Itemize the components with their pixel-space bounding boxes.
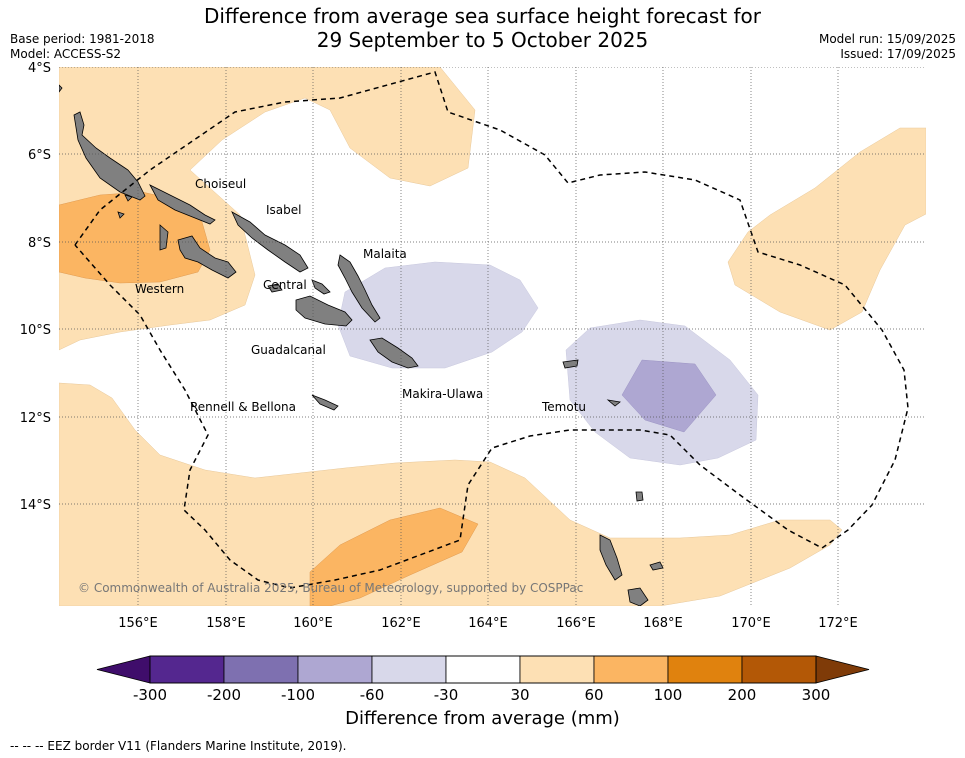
- colorbar-bin: [741, 655, 817, 684]
- label-central: Central: [263, 278, 307, 292]
- gridlines: [59, 67, 926, 606]
- anomaly-region-south-high: [309, 507, 479, 606]
- island-rennell: [311, 394, 339, 411]
- colorbar-tick: 60: [584, 686, 603, 704]
- colorbar-tick: -60: [360, 686, 385, 704]
- colorbar-tick: -300: [133, 686, 167, 704]
- lat-label: 6°S: [28, 148, 51, 163]
- map-area: Choiseul Isabel Malaita Central Western …: [59, 67, 926, 606]
- colorbar-bin: [445, 655, 521, 684]
- colorbar-tick: 200: [728, 686, 757, 704]
- colorbar-extend-low: [96, 655, 151, 684]
- meta-right: Model run: 15/09/2025 Issued: 17/09/2025: [819, 32, 956, 62]
- eez-legend-note: -- -- -- EEZ border V11 (Flanders Marine…: [10, 739, 347, 753]
- lon-label: 160°E: [293, 616, 333, 631]
- colorbar-bin: [223, 655, 299, 684]
- island-malaita: [337, 254, 381, 323]
- colorbar-ticks: -300 -200 -100 -60 -30 30 60 100 200 300: [133, 686, 830, 704]
- colorbar-tick: -100: [281, 686, 315, 704]
- meta-left: Base period: 1981-2018 Model: ACCESS-S2: [10, 32, 155, 62]
- colorbar-tick: -200: [207, 686, 241, 704]
- colorbar: -300 -200 -100 -60 -30 30 60 100 200 300: [96, 655, 870, 704]
- label-rennell-bellona: Rennell & Bellona: [190, 400, 296, 414]
- island-temotu: [562, 359, 644, 502]
- colorbar-tick: 100: [654, 686, 683, 704]
- model-name: Model: ACCESS-S2: [10, 47, 122, 61]
- label-temotu: Temotu: [541, 400, 586, 414]
- label-guadalcanal: Guadalcanal: [251, 343, 326, 357]
- anomaly-region-temotu-lower: [621, 359, 717, 433]
- label-western: Western: [135, 282, 184, 296]
- colorbar-bin: [519, 655, 595, 684]
- island-bougainville: [59, 84, 63, 93]
- title-line-2: 29 September to 5 October 2025: [316, 28, 649, 52]
- lon-axis: 156°E 158°E 160°E 162°E 164°E 166°E 168°…: [118, 616, 858, 631]
- title-line-1: Difference from average sea surface heig…: [203, 4, 762, 28]
- label-makira-ulawa: Makira-Ulawa: [402, 387, 483, 401]
- lon-label: 166°E: [556, 616, 596, 631]
- anomaly-region-east: [727, 127, 926, 331]
- lat-label: 14°S: [20, 498, 51, 513]
- lon-label: 172°E: [818, 616, 858, 631]
- lon-label: 164°E: [468, 616, 508, 631]
- colorbar-bin: [593, 655, 669, 684]
- colorbar-tick: -30: [434, 686, 459, 704]
- colorbar-bin: [149, 655, 225, 684]
- lat-label: 8°S: [28, 236, 51, 251]
- island-central: [267, 279, 331, 295]
- lon-label: 168°E: [643, 616, 683, 631]
- issued-date: Issued: 17/09/2025: [840, 47, 956, 61]
- lon-label: 170°E: [731, 616, 771, 631]
- province-labels: Choiseul Isabel Malaita Central Western …: [135, 177, 586, 414]
- lon-label: 158°E: [206, 616, 246, 631]
- island-isabel: [149, 184, 216, 225]
- colorbar-bin: [297, 655, 373, 684]
- lon-label: 162°E: [381, 616, 421, 631]
- anomaly-region-south: [59, 382, 843, 606]
- colorbar-tick: 300: [802, 686, 831, 704]
- lat-label: 4°S: [28, 61, 51, 76]
- map-title: Difference from average sea surface heig…: [0, 4, 965, 52]
- model-run: Model run: 15/09/2025: [818, 32, 956, 46]
- lon-label: 156°E: [118, 616, 158, 631]
- colorbar-bin: [667, 655, 743, 684]
- colorbar-tick: 30: [510, 686, 529, 704]
- lat-label: 12°S: [20, 411, 51, 426]
- colorbar-bin: [371, 655, 447, 684]
- lat-axis: 4°S 6°S 8°S 10°S 12°S 14°S: [20, 61, 51, 513]
- colorbar-extend-high: [815, 655, 870, 684]
- island-new-georgia: [117, 194, 237, 279]
- colorbar-label: Difference from average (mm): [345, 708, 620, 729]
- label-malaita: Malaita: [363, 247, 407, 261]
- copyright-notice: © Commonwealth of Australia 2025, Bureau…: [78, 581, 583, 595]
- lat-label: 10°S: [20, 323, 51, 338]
- base-period: Base period: 1981-2018: [10, 32, 155, 46]
- label-isabel: Isabel: [266, 203, 301, 217]
- island-guadalcanal: [295, 295, 353, 327]
- label-choiseul: Choiseul: [195, 177, 246, 191]
- island-makira: [369, 337, 419, 369]
